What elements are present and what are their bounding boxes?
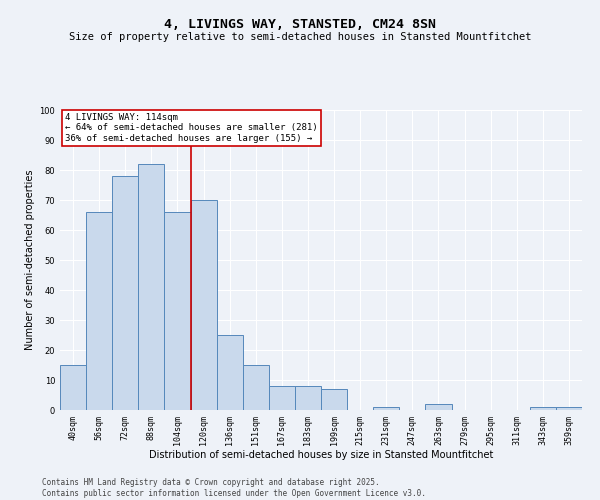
Bar [86, 212, 112, 410]
Bar [321, 389, 347, 410]
Bar [191, 200, 217, 410]
Text: Contains HM Land Registry data © Crown copyright and database right 2025.
Contai: Contains HM Land Registry data © Crown c… [42, 478, 426, 498]
Bar [112, 176, 139, 410]
Text: Size of property relative to semi-detached houses in Stansted Mountfitchet: Size of property relative to semi-detach… [69, 32, 531, 42]
Bar [269, 386, 295, 410]
X-axis label: Distribution of semi-detached houses by size in Stansted Mountfitchet: Distribution of semi-detached houses by … [149, 450, 493, 460]
Y-axis label: Number of semi-detached properties: Number of semi-detached properties [25, 170, 35, 350]
Text: 4, LIVINGS WAY, STANSTED, CM24 8SN: 4, LIVINGS WAY, STANSTED, CM24 8SN [164, 18, 436, 30]
Bar [530, 407, 556, 410]
Bar [425, 404, 452, 410]
Bar [295, 386, 321, 410]
Bar [242, 365, 269, 410]
Bar [217, 335, 243, 410]
Bar [164, 212, 191, 410]
Bar [139, 164, 164, 410]
Bar [373, 407, 400, 410]
Bar [60, 365, 86, 410]
Text: 4 LIVINGS WAY: 114sqm
← 64% of semi-detached houses are smaller (281)
36% of sem: 4 LIVINGS WAY: 114sqm ← 64% of semi-deta… [65, 113, 318, 143]
Bar [556, 407, 582, 410]
